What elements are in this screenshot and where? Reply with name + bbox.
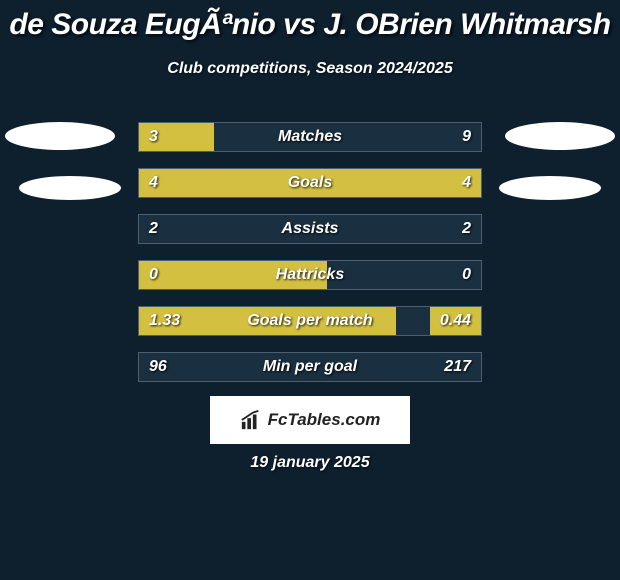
bar-label: Min per goal xyxy=(139,353,481,381)
logo-text: FcTables.com xyxy=(268,410,381,430)
bar-value-right: 0 xyxy=(462,261,471,289)
player-avatar-right-1 xyxy=(505,122,615,150)
subtitle: Club competitions, Season 2024/2025 xyxy=(0,60,620,78)
stat-bar-min-per-goal: 96 Min per goal 217 xyxy=(138,352,482,382)
bar-label: Assists xyxy=(139,215,481,243)
stat-bar-assists: 2 Assists 2 xyxy=(138,214,482,244)
bar-value-right: 9 xyxy=(462,123,471,151)
bar-label: Hattricks xyxy=(139,261,481,289)
page-title: de Souza EugÃªnio vs J. OBrien Whitmarsh xyxy=(0,0,620,42)
player-avatar-left-2 xyxy=(19,176,121,200)
stat-bar-goals-per-match: 1.33 Goals per match 0.44 xyxy=(138,306,482,336)
bar-label: Goals xyxy=(139,169,481,197)
date-label: 19 january 2025 xyxy=(0,454,620,472)
player-avatar-right-2 xyxy=(499,176,601,200)
bar-value-right: 4 xyxy=(462,169,471,197)
stat-bar-matches: 3 Matches 9 xyxy=(138,122,482,152)
player-avatar-left-1 xyxy=(5,122,115,150)
chart-icon xyxy=(240,409,262,431)
fctables-logo: FcTables.com xyxy=(210,396,410,444)
stats-bars: 3 Matches 9 4 Goals 4 2 Assists 2 0 Hatt… xyxy=(138,122,482,398)
bar-label: Matches xyxy=(139,123,481,151)
bar-value-right: 0.44 xyxy=(440,307,471,335)
stat-bar-goals: 4 Goals 4 xyxy=(138,168,482,198)
bar-value-right: 2 xyxy=(462,215,471,243)
bar-label: Goals per match xyxy=(139,307,481,335)
bar-value-right: 217 xyxy=(444,353,471,381)
stat-bar-hattricks: 0 Hattricks 0 xyxy=(138,260,482,290)
